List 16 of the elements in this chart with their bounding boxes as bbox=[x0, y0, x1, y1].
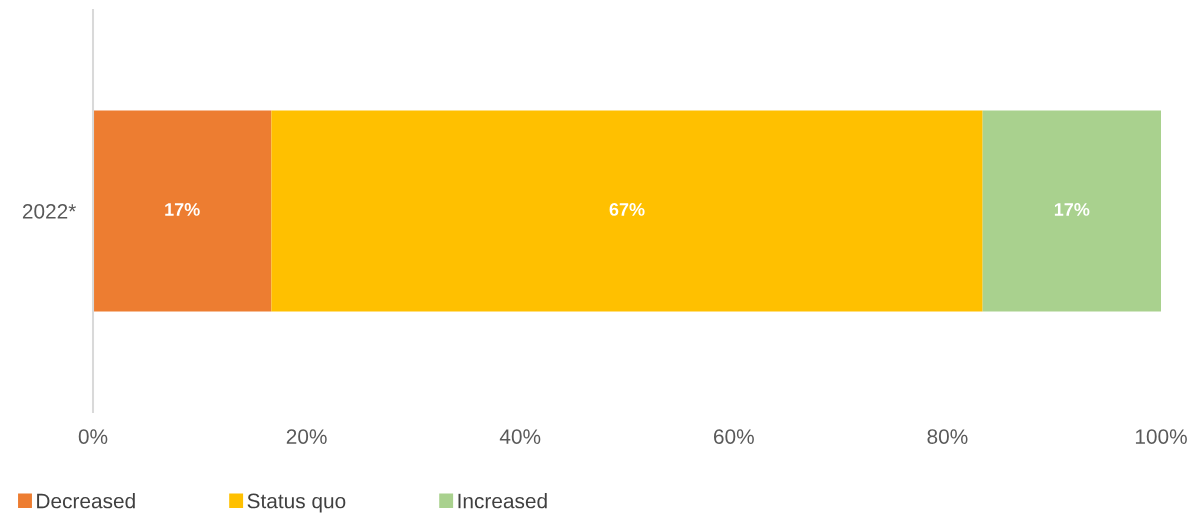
x-tick-label: 20% bbox=[286, 429, 327, 444]
bar bbox=[271, 110, 983, 312]
legend-label: Decreased bbox=[37, 493, 135, 509]
legend-label: Status quo bbox=[247, 493, 346, 513]
y-tick-label: 2022* bbox=[22, 204, 77, 219]
x-tick-label: 40% bbox=[499, 429, 541, 444]
legend-label: Increased bbox=[458, 493, 547, 509]
data-label: 67% bbox=[609, 203, 645, 216]
x-tick-label: 60% bbox=[714, 429, 754, 444]
data-label: 17% bbox=[165, 203, 200, 216]
x-tick-label: 80% bbox=[927, 429, 968, 444]
bar bbox=[982, 110, 1161, 312]
x-tick-label: 0% bbox=[78, 429, 108, 444]
x-tick-label: 100% bbox=[1135, 429, 1187, 444]
data-label: 17% bbox=[1054, 203, 1090, 216]
bar bbox=[93, 110, 272, 312]
